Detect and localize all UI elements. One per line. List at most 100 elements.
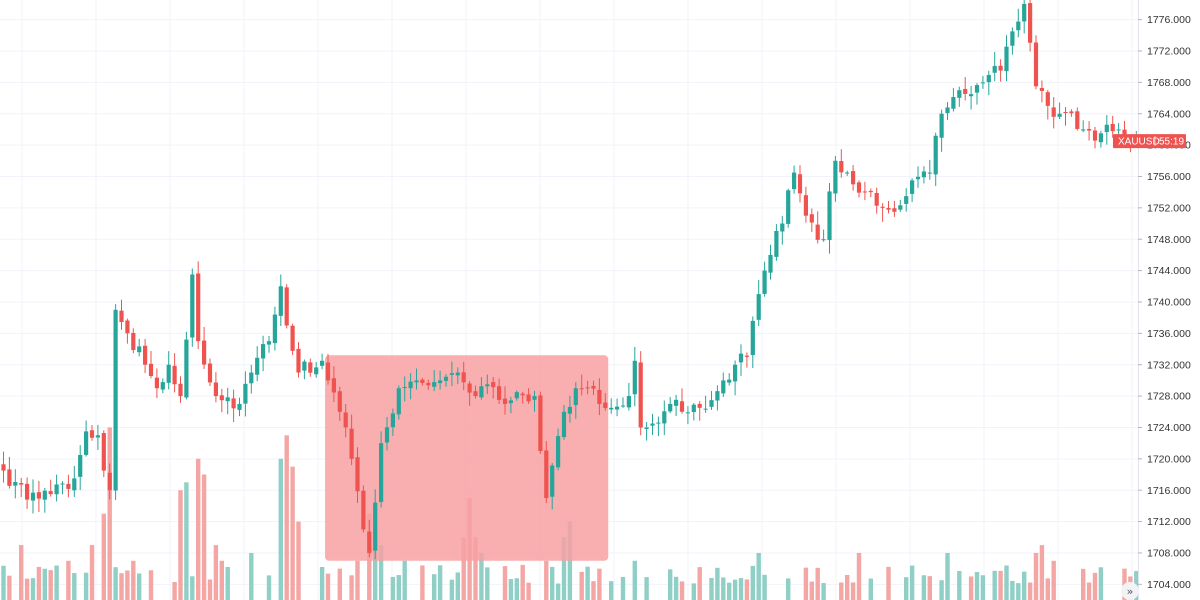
candle-body (78, 455, 83, 477)
candle-body (591, 385, 596, 389)
candle (25, 477, 30, 509)
candle (898, 199, 903, 212)
candle (980, 76, 985, 89)
volume-bar (66, 560, 71, 600)
scroll-button-circle[interactable] (1121, 582, 1139, 600)
candle-body (66, 483, 71, 489)
candle-body (467, 383, 472, 393)
volume-bar (190, 576, 195, 600)
candle-body (1045, 92, 1050, 106)
candle-body (1081, 129, 1086, 131)
scroll-to-latest-button[interactable]: » (1121, 582, 1139, 600)
candle (933, 132, 938, 187)
candle (231, 389, 236, 423)
candle (166, 351, 171, 390)
price-tick-label: 1748.000 (1147, 234, 1191, 246)
volume-bar (591, 581, 596, 600)
candle (331, 366, 336, 403)
candle (467, 381, 472, 406)
volume-bar (668, 569, 673, 600)
candle (792, 165, 797, 194)
candle (550, 462, 555, 510)
candle-body (1, 464, 6, 471)
candle (207, 358, 213, 386)
candle (662, 400, 667, 436)
candle (727, 373, 732, 386)
candle (986, 70, 991, 96)
price-tick-label: 1776.000 (1147, 14, 1191, 26)
candle-body (89, 430, 95, 438)
candle (615, 398, 620, 417)
candle-body (957, 90, 962, 98)
candle-body (939, 113, 944, 138)
candle-body (927, 172, 932, 174)
candle-body (160, 382, 165, 390)
candle (945, 102, 950, 120)
candle-body (426, 382, 431, 386)
volume-bar (479, 552, 484, 600)
candle-body (473, 391, 478, 397)
candle (556, 428, 561, 471)
candle-body (196, 273, 201, 342)
candle-body (384, 427, 390, 443)
candle (845, 170, 850, 176)
volume-bar (980, 575, 986, 600)
volume-bar (732, 579, 738, 600)
price-axis[interactable]: 1704.000 1708.000 1712.000 1716.000 1720.000… (1138, 0, 1200, 600)
volume-bar (485, 567, 490, 600)
candle-body (325, 362, 331, 381)
candle (408, 373, 413, 400)
candle (910, 178, 915, 202)
volume-bar (325, 573, 331, 600)
candle-body (709, 400, 714, 407)
candle-body (361, 490, 366, 530)
candle-body (856, 182, 862, 193)
volume-bar (620, 576, 626, 600)
price-axis-background (1138, 0, 1200, 600)
candle-body (101, 433, 106, 471)
candle-body (803, 195, 808, 216)
candle-body (974, 85, 980, 93)
candle-body (933, 135, 938, 175)
candle (390, 408, 395, 436)
candle-body (679, 401, 685, 412)
candle-body (172, 365, 177, 385)
price-tick-label: 1712.000 (1147, 516, 1191, 528)
candle-body (420, 379, 425, 383)
countdown-label: 55:19 (1159, 137, 1184, 148)
candle (320, 353, 325, 370)
candle-body (921, 171, 926, 178)
candle (904, 188, 909, 212)
volume-bar (909, 565, 915, 600)
price-tag-layer: XAUUSD 55:19 (1113, 134, 1186, 149)
chevron-right-icon[interactable]: » (1127, 585, 1134, 598)
candle (1087, 121, 1092, 141)
volume-bar (420, 565, 425, 600)
candle (284, 284, 289, 329)
candle-body (874, 192, 879, 206)
candle-body (343, 412, 348, 428)
volume-bar (1033, 552, 1039, 600)
candle (650, 413, 655, 436)
candle (1028, 0, 1033, 52)
candle (84, 420, 89, 457)
candle (184, 331, 189, 400)
volume-bar (349, 575, 354, 600)
candle (668, 397, 673, 414)
candle (1022, 0, 1027, 34)
candle-body (544, 450, 549, 499)
candle (939, 109, 944, 152)
candle-body (762, 270, 767, 294)
candle-body (225, 397, 230, 402)
candle (432, 370, 437, 392)
candle (178, 376, 183, 403)
candle-body (48, 491, 53, 495)
candle-body (963, 88, 968, 94)
candle (379, 431, 384, 508)
candle (691, 403, 696, 421)
candle (414, 368, 419, 390)
volume-bar (378, 545, 384, 600)
candle-body (219, 395, 224, 401)
